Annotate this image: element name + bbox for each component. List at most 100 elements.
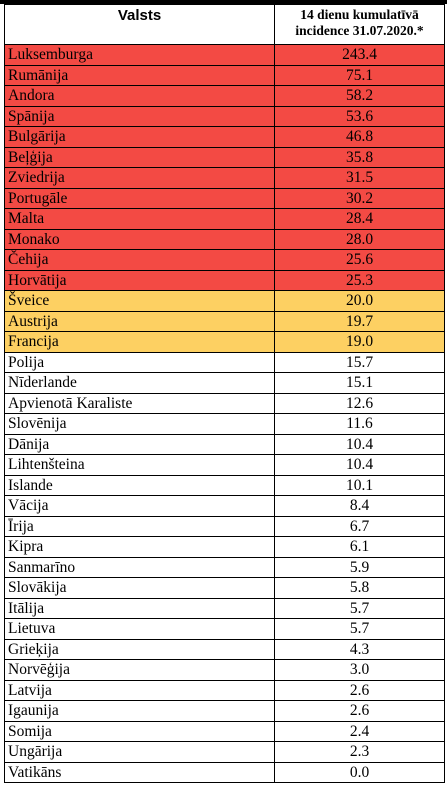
incidence-cell: 10.4 [274, 433, 445, 455]
incidence-cell: 53.6 [274, 105, 445, 127]
country-cell: Rumānija [4, 64, 275, 86]
table-row: Andora 58.2 [4, 85, 445, 107]
country-cell: Luksemburga [4, 44, 275, 66]
country-cell: Grieķija [4, 638, 275, 660]
incidence-cell: 19.7 [274, 310, 445, 332]
table-row: Ungārija 2.3 [4, 741, 445, 763]
incidence-cell: 0.0 [274, 761, 445, 783]
country-cell: Igaunija [4, 700, 275, 722]
country-cell: Norvēģija [4, 659, 275, 681]
incidence-cell: 5.9 [274, 556, 445, 578]
table-row: Slovākija 5.8 [4, 577, 445, 599]
table-row: Norvēģija 3.0 [4, 659, 445, 681]
table-row: Čehija 25.6 [4, 249, 445, 271]
incidence-cell: 5.8 [274, 577, 445, 599]
table-row: Lietuva 5.7 [4, 618, 445, 640]
table-body: Luksemburga 243.4 Rumānija 75.1 Andora 58.2 Sp… [4, 44, 445, 783]
country-cell: Bulgārija [4, 126, 275, 148]
incidence-cell: 10.4 [274, 454, 445, 476]
country-cell: Islande [4, 474, 275, 496]
table-row: Apvienotā Karaliste 12.6 [4, 392, 445, 414]
table-row: Austrija 19.7 [4, 310, 445, 332]
country-cell: Vācija [4, 495, 275, 517]
country-cell: Apvienotā Karaliste [4, 392, 275, 414]
incidence-cell: 4.3 [274, 638, 445, 660]
country-cell: Portugāle [4, 187, 275, 209]
table-row: Dānija 10.4 [4, 433, 445, 455]
incidence-cell: 15.7 [274, 351, 445, 373]
incidence-cell: 2.3 [274, 741, 445, 763]
country-cell: Beļģija [4, 146, 275, 168]
country-cell: Itālija [4, 597, 275, 619]
top-border [0, 0, 447, 4]
table-row: Luksemburga 243.4 [4, 44, 445, 66]
incidence-cell: 12.6 [274, 392, 445, 414]
table-row: Igaunija 2.6 [4, 700, 445, 722]
table-row: Īrija 6.7 [4, 515, 445, 537]
country-cell: Zviedrija [4, 167, 275, 189]
incidence-cell: 25.3 [274, 269, 445, 291]
country-cell: Čehija [4, 249, 275, 271]
country-cell: Monako [4, 228, 275, 250]
table-row: Polija 15.7 [4, 351, 445, 373]
incidence-table: Valsts 14 dienu kumulatīvā incidence 31.… [4, 4, 445, 783]
table-row: Rumānija 75.1 [4, 64, 445, 86]
table-row: Somija 2.4 [4, 720, 445, 742]
country-cell: Austrija [4, 310, 275, 332]
incidence-cell: 5.7 [274, 597, 445, 619]
table-row: Kipra 6.1 [4, 536, 445, 558]
country-cell: Nīderlande [4, 372, 275, 394]
header-incidence: 14 dienu kumulatīvā incidence 31.07.2020… [274, 4, 445, 45]
header-country: Valsts [4, 4, 275, 45]
country-cell: Somija [4, 720, 275, 742]
incidence-cell: 15.1 [274, 372, 445, 394]
incidence-cell: 243.4 [274, 44, 445, 66]
table-row: Islande 10.1 [4, 474, 445, 496]
country-cell: Kipra [4, 536, 275, 558]
incidence-cell: 8.4 [274, 495, 445, 517]
incidence-cell: 35.8 [274, 146, 445, 168]
incidence-cell: 31.5 [274, 167, 445, 189]
incidence-cell: 28.0 [274, 228, 445, 250]
incidence-cell: 46.8 [274, 126, 445, 148]
table-row: Spānija 53.6 [4, 105, 445, 127]
table-row: Slovēnija 11.6 [4, 413, 445, 435]
table-row: Lihtenšteina 10.4 [4, 454, 445, 476]
incidence-cell: 20.0 [274, 290, 445, 312]
country-cell: Lihtenšteina [4, 454, 275, 476]
incidence-cell: 10.1 [274, 474, 445, 496]
incidence-cell: 2.6 [274, 679, 445, 701]
country-cell: Sanmarīno [4, 556, 275, 578]
table-row: Portugāle 30.2 [4, 187, 445, 209]
incidence-cell: 5.7 [274, 618, 445, 640]
table-header: Valsts 14 dienu kumulatīvā incidence 31.… [4, 4, 445, 45]
incidence-cell: 11.6 [274, 413, 445, 435]
country-cell: Polija [4, 351, 275, 373]
incidence-cell: 28.4 [274, 208, 445, 230]
table-row: Sanmarīno 5.9 [4, 556, 445, 578]
table-row: Vatikāns 0.0 [4, 761, 445, 783]
header-row: Valsts 14 dienu kumulatīvā incidence 31.… [4, 4, 445, 45]
table-row: Francija 19.0 [4, 331, 445, 353]
country-cell: Šveice [4, 290, 275, 312]
country-cell: Malta [4, 208, 275, 230]
incidence-cell: 6.7 [274, 515, 445, 537]
country-cell: Vatikāns [4, 761, 275, 783]
table-row: Bulgārija 46.8 [4, 126, 445, 148]
table-row: Nīderlande 15.1 [4, 372, 445, 394]
table-row: Horvātija 25.3 [4, 269, 445, 291]
country-cell: Latvija [4, 679, 275, 701]
table-row: Malta 28.4 [4, 208, 445, 230]
incidence-cell: 30.2 [274, 187, 445, 209]
country-cell: Ungārija [4, 741, 275, 763]
table-row: Latvija 2.6 [4, 679, 445, 701]
incidence-cell: 6.1 [274, 536, 445, 558]
incidence-cell: 3.0 [274, 659, 445, 681]
table-row: Vācija 8.4 [4, 495, 445, 517]
country-cell: Francija [4, 331, 275, 353]
country-cell: Spānija [4, 105, 275, 127]
incidence-cell: 2.4 [274, 720, 445, 742]
country-cell: Dānija [4, 433, 275, 455]
incidence-cell: 25.6 [274, 249, 445, 271]
table-row: Zviedrija 31.5 [4, 167, 445, 189]
